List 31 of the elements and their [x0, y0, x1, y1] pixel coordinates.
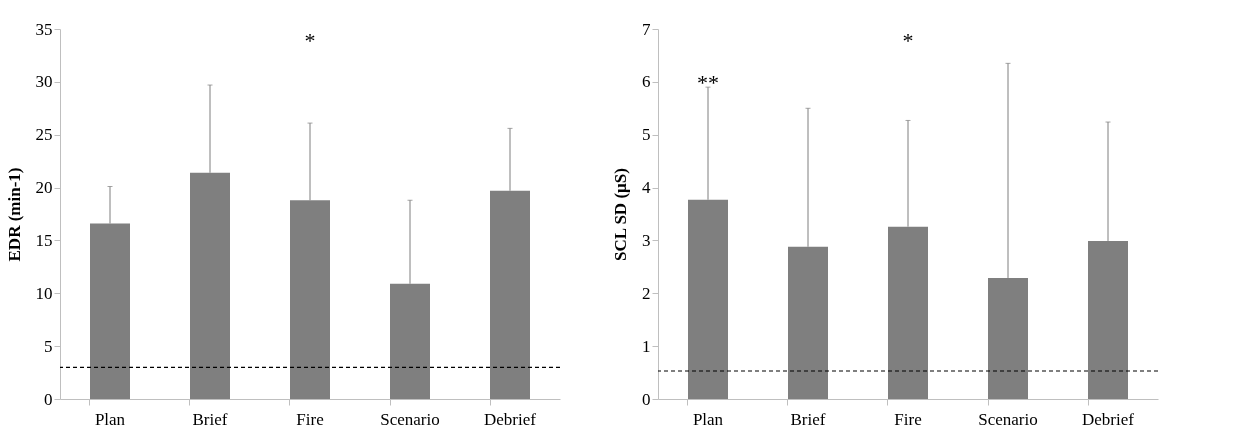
- x-tick-label: Debrief: [484, 409, 537, 429]
- x-tick-label: Fire: [296, 409, 324, 429]
- x-tick-label: Plan: [94, 409, 126, 429]
- y-tick-label: 20: [35, 178, 53, 198]
- x-tick-label: Fire: [894, 409, 922, 429]
- y-tick-label: 2: [642, 283, 651, 303]
- x-tick-label: Plan: [692, 409, 724, 429]
- y-axis-title: EDR (min-1): [4, 167, 24, 262]
- y-tick-label: 5: [44, 336, 53, 356]
- y-tick-label: 35: [35, 19, 53, 39]
- y-tick-label: 6: [642, 72, 651, 92]
- x-tick-label: Debrief: [1082, 409, 1135, 429]
- y-tick-label: 5: [642, 125, 651, 145]
- annotation: **: [697, 70, 719, 96]
- x-tick-label: Scenario: [380, 409, 440, 429]
- x-tick-label: Brief: [790, 409, 826, 429]
- y-tick-label: 1: [642, 336, 651, 356]
- y-axis-title: SCL SD (µS): [611, 168, 630, 261]
- y-tick-label: 0: [44, 389, 53, 409]
- y-tick-label: 30: [35, 72, 53, 92]
- annotation: *: [304, 28, 316, 53]
- annotation: *: [902, 28, 914, 53]
- y-tick-label: 4: [642, 178, 651, 198]
- y-tick-label: 0: [642, 389, 651, 409]
- y-tick-label: 25: [35, 125, 53, 145]
- x-tick-label: Brief: [192, 409, 228, 429]
- x-tick-label: Scenario: [978, 409, 1038, 429]
- y-tick-label: 15: [35, 230, 53, 250]
- y-tick-label: 7: [642, 19, 651, 39]
- y-tick-label: 3: [642, 230, 651, 250]
- y-tick-label: 10: [35, 283, 53, 303]
